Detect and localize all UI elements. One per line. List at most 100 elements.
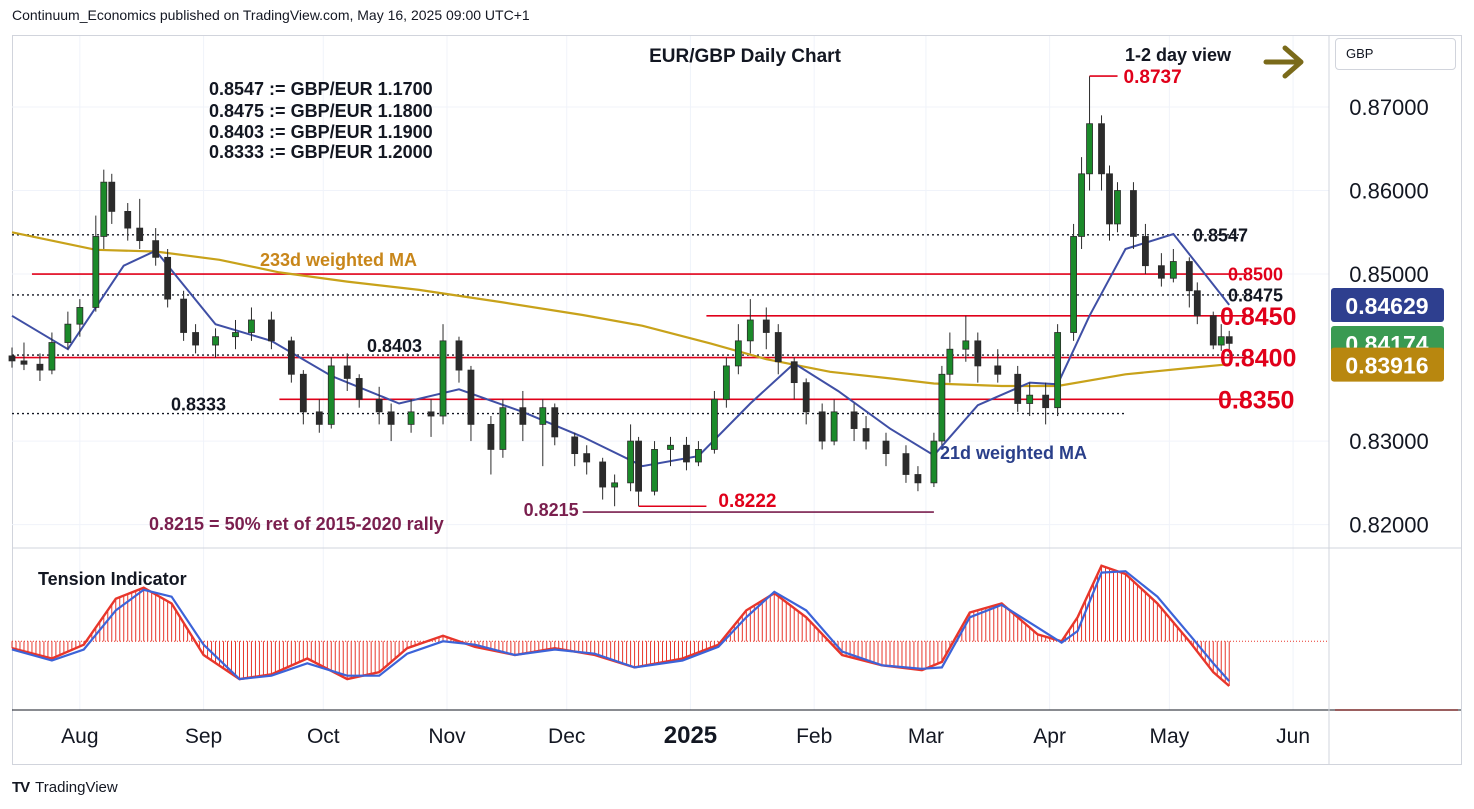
candle-down bbox=[1157, 265, 1165, 279]
candle-up bbox=[1070, 236, 1077, 333]
right-arrow-icon bbox=[1263, 45, 1304, 79]
level-label-08450: 0.8450 bbox=[1220, 303, 1296, 331]
tv-logo-icon: TV bbox=[12, 779, 30, 796]
tradingview-logo-text: TradingView bbox=[35, 779, 118, 796]
candle-down bbox=[1098, 123, 1105, 175]
candle-up bbox=[938, 373, 946, 442]
candle-up bbox=[627, 440, 634, 484]
candle-down bbox=[124, 210, 132, 229]
candle-down bbox=[387, 411, 395, 425]
price-box-label: 0.83916 bbox=[1345, 353, 1428, 379]
candle-up bbox=[100, 181, 108, 237]
candle-down bbox=[1209, 315, 1217, 346]
candle-down bbox=[519, 407, 527, 425]
candle-down bbox=[762, 319, 770, 333]
price-box-blue bbox=[1331, 288, 1444, 323]
level-label-08547: 0.8547 bbox=[1193, 225, 1248, 245]
candle-up bbox=[611, 482, 619, 488]
x-tick-label: Apr bbox=[1033, 725, 1066, 748]
candle-down bbox=[108, 181, 116, 212]
candle-down bbox=[994, 365, 1002, 375]
y-tick-label: 0.87000 bbox=[1349, 95, 1429, 120]
high-label: 0.8737 bbox=[1124, 67, 1182, 88]
candle-up bbox=[667, 444, 674, 450]
publisher-attribution: Continuum_Economics published on Trading… bbox=[12, 7, 530, 23]
level-label-08475: 0.8475 bbox=[1228, 285, 1283, 305]
candle-up bbox=[734, 340, 742, 367]
y-tick-label: 0.83000 bbox=[1349, 429, 1429, 454]
conversion-note-2: 0.8475 := GBP/EUR 1.1800 bbox=[209, 101, 433, 121]
candle-up bbox=[722, 365, 730, 400]
candle-down bbox=[802, 382, 810, 413]
candle-down bbox=[164, 256, 172, 300]
level-label-08500: 0.8500 bbox=[1228, 265, 1283, 285]
currency-button[interactable]: GBP bbox=[1335, 38, 1456, 70]
candle-up bbox=[651, 449, 658, 492]
candle-down bbox=[683, 444, 690, 463]
candle-down bbox=[790, 361, 798, 384]
candle-down bbox=[136, 227, 144, 242]
candle-up bbox=[695, 449, 702, 463]
candle-down bbox=[974, 340, 982, 367]
candle-up bbox=[92, 236, 100, 308]
candle-down bbox=[635, 440, 642, 492]
candle-down bbox=[599, 461, 607, 488]
candle-down bbox=[902, 453, 910, 475]
candle-down bbox=[882, 440, 890, 455]
candle-down bbox=[20, 360, 28, 365]
candle-down bbox=[152, 240, 160, 258]
candle-down bbox=[774, 332, 782, 363]
x-tick-label: Aug bbox=[61, 725, 98, 748]
x-tick-label: Oct bbox=[307, 725, 340, 748]
candle-down bbox=[1130, 190, 1137, 237]
x-tick-label: 2025 bbox=[664, 722, 717, 749]
candle-down bbox=[1014, 373, 1022, 404]
candle-down bbox=[287, 340, 295, 375]
candle-down bbox=[862, 428, 870, 442]
fib-retracement-note: 0.8215 = 50% ret of 2015-2020 rally bbox=[149, 514, 444, 534]
candle-up bbox=[248, 319, 255, 333]
candle-down bbox=[1142, 236, 1149, 267]
candle-up bbox=[439, 340, 447, 417]
candle-down bbox=[455, 340, 463, 371]
view-label: 1-2 day view bbox=[1125, 45, 1232, 65]
candle-down bbox=[192, 332, 199, 346]
candle-up bbox=[1217, 336, 1225, 346]
candle-down bbox=[914, 474, 922, 484]
x-tick-label: Dec bbox=[548, 725, 585, 748]
candle-up bbox=[1078, 173, 1085, 237]
candle-up bbox=[76, 307, 84, 325]
tension-red-line bbox=[11, 564, 1230, 687]
candle-up bbox=[946, 348, 954, 375]
x-tick-label: Feb bbox=[796, 725, 832, 748]
candle-up bbox=[327, 365, 335, 425]
candle-up bbox=[48, 342, 56, 371]
ma21-line bbox=[11, 232, 1230, 468]
candle-down bbox=[818, 411, 826, 442]
x-tick-label: Sep bbox=[185, 725, 222, 748]
tension-blue-line bbox=[11, 570, 1231, 682]
candle-down bbox=[1185, 261, 1193, 292]
candle-down bbox=[268, 319, 275, 342]
ma233-label: 233d weighted MA bbox=[260, 250, 417, 270]
ma21-label: 21d weighted MA bbox=[940, 443, 1087, 463]
x-tick-label: May bbox=[1150, 725, 1190, 748]
axes: 0.87000 0.86000 0.85000 0.83000 0.82000 Aug Se… bbox=[12, 36, 1461, 765]
x-tick-label: Nov bbox=[428, 725, 466, 748]
tradingview-logo[interactable]: TV TradingView bbox=[12, 779, 118, 796]
candle-down bbox=[551, 407, 559, 438]
ma233-line bbox=[11, 231, 1230, 388]
candle-down bbox=[571, 436, 579, 455]
candle-down bbox=[315, 411, 323, 425]
tension-indicator-pane bbox=[11, 564, 1329, 687]
candle-down bbox=[343, 365, 351, 379]
candle-up bbox=[1026, 394, 1034, 404]
x-tick-label: Jun bbox=[1276, 725, 1310, 748]
level-label-08350: 0.8350 bbox=[1218, 386, 1294, 414]
candles bbox=[8, 76, 1233, 507]
level-label-08333: 0.8333 bbox=[171, 395, 226, 415]
annotations: EUR/GBP Daily Chart 1-2 day view 0.8547 … bbox=[38, 45, 1304, 589]
candle-up bbox=[212, 336, 219, 346]
candle-up bbox=[1169, 261, 1177, 279]
